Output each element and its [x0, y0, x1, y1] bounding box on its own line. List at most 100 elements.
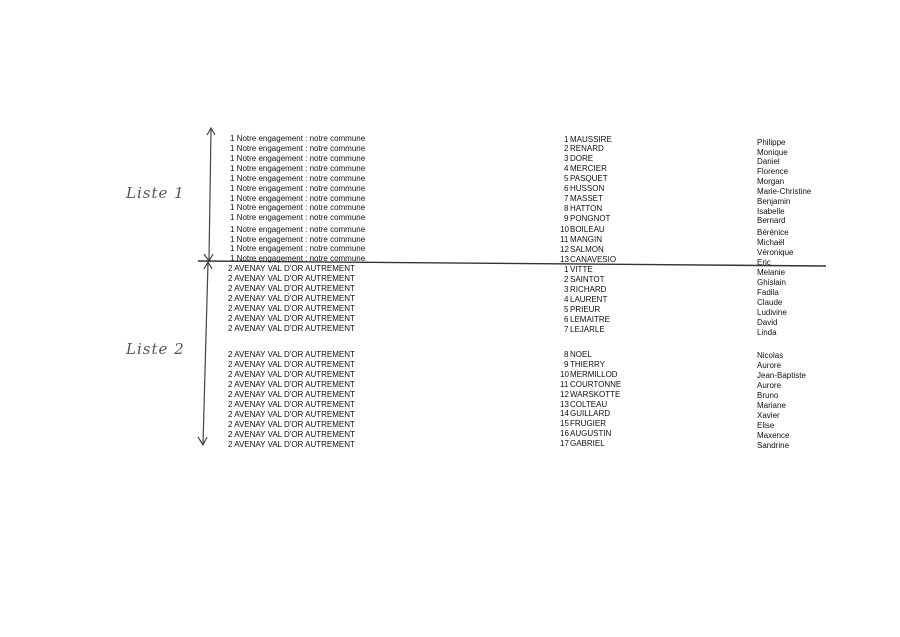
candidate-first-name: Sandrine [757, 441, 790, 450]
candidate-rank: 15 [560, 419, 569, 428]
party-name: 2 AVENAY VAL D'OR AUTREMENT [228, 304, 355, 313]
candidate-rank: 2 [564, 275, 569, 284]
party-name: 1 Notre engagement : notre commune [230, 203, 366, 212]
candidate-surname: BOILEAU [570, 225, 605, 234]
candidate-surname: HUSSON [570, 184, 605, 193]
candidate-surname: GUILLARD [570, 409, 611, 418]
candidate-surname: WARSKOTTE [570, 390, 621, 399]
candidate-rank: 6 [564, 184, 569, 193]
party-name: 2 AVENAY VAL D'OR AUTREMENT [228, 380, 355, 389]
list1-bracket-arrow [208, 128, 212, 261]
party-name: 2 AVENAY VAL D'OR AUTREMENT [228, 440, 355, 449]
party-name: 1 Notre engagement : notre commune [230, 225, 366, 234]
party-name: 1 Notre engagement : notre commune [230, 184, 366, 193]
candidate-surname: CANAVESIO [570, 255, 617, 264]
party-name: 1 Notre engagement : notre commune [230, 244, 366, 253]
party-name: 2 AVENAY VAL D'OR AUTREMENT [228, 390, 355, 399]
candidate-rank: 8 [564, 204, 569, 213]
candidate-rank: 1 [564, 135, 569, 144]
candidate-first-name: Isabelle [757, 207, 785, 216]
list-separator-line [197, 260, 827, 267]
candidate-first-name: Morgan [757, 177, 785, 186]
candidate-rank: 5 [564, 305, 569, 314]
arrow-head-down-icon [197, 436, 208, 447]
candidate-rank: 10 [560, 370, 569, 379]
candidate-surname: RICHARD [570, 285, 607, 294]
candidate-first-name: Bruno [757, 391, 779, 400]
party-name: 2 AVENAY VAL D'OR AUTREMENT [228, 284, 355, 293]
candidate-rank: 6 [564, 315, 569, 324]
candidate-rank: 2 [564, 144, 569, 153]
candidate-surname: AUGUSTIN [570, 429, 612, 438]
candidate-first-name: Melanie [757, 268, 786, 277]
candidate-surname: FRUGIER [570, 419, 606, 428]
list1-handwritten-label: Liste 1 [126, 184, 185, 202]
party-name: 2 AVENAY VAL D'OR AUTREMENT [228, 274, 355, 283]
party-name: 1 Notre engagement : notre commune [230, 254, 366, 263]
candidate-surname: SAINTOT [570, 275, 605, 284]
candidate-surname: NOEL [570, 350, 592, 359]
candidate-surname: PASQUET [570, 174, 608, 183]
party-name: 2 AVENAY VAL D'OR AUTREMENT [228, 410, 355, 419]
candidate-surname: MANGIN [570, 235, 602, 244]
arrow-head-up-icon [206, 126, 216, 136]
candidate-surname: LEMAITRE [570, 315, 611, 324]
party-name: 1 Notre engagement : notre commune [230, 213, 366, 222]
candidate-rank: 13 [560, 400, 569, 409]
candidate-rank: 17 [560, 439, 569, 448]
candidate-first-name: Ghislain [757, 278, 786, 287]
candidate-rank: 11 [560, 235, 569, 244]
candidate-surname: COURTONNE [570, 380, 622, 389]
candidate-first-name: Linda [757, 328, 777, 337]
candidate-first-name: Véronique [757, 248, 794, 257]
candidate-first-name: Michaël [757, 238, 785, 247]
list2-handwritten-label: Liste 2 [126, 340, 185, 358]
party-name: 2 AVENAY VAL D'OR AUTREMENT [228, 430, 355, 439]
party-name: 2 AVENAY VAL D'OR AUTREMENT [228, 370, 355, 379]
candidate-surname: MASSET [570, 194, 603, 203]
candidate-surname: LAURENT [570, 295, 608, 304]
candidate-rank: 7 [564, 194, 569, 203]
candidate-first-name: Florence [757, 167, 789, 176]
candidate-first-name: Jean-Baptiste [757, 371, 806, 380]
candidate-rank: 11 [560, 380, 569, 389]
candidate-rank: 7 [564, 325, 569, 334]
candidate-first-name: Monique [757, 148, 788, 157]
candidate-surname: MERMILLOD [570, 370, 618, 379]
party-name: 2 AVENAY VAL D'OR AUTREMENT [228, 324, 355, 333]
candidate-first-name: Elise [757, 421, 775, 430]
candidate-rank: 10 [560, 225, 569, 234]
candidate-surname: THIERRY [570, 360, 605, 369]
candidate-surname: HATTON [570, 204, 603, 213]
party-name: 1 Notre engagement : notre commune [230, 164, 366, 173]
party-name: 2 AVENAY VAL D'OR AUTREMENT [228, 264, 355, 273]
candidate-surname: PONGNOT [570, 214, 611, 223]
party-name: 1 Notre engagement : notre commune [230, 144, 366, 153]
candidate-first-name: Bérénice [757, 228, 789, 237]
candidate-rank: 9 [564, 360, 569, 369]
party-name: 2 AVENAY VAL D'OR AUTREMENT [228, 294, 355, 303]
candidate-rank: 12 [560, 390, 569, 399]
candidate-rank: 1 [564, 265, 569, 274]
candidate-first-name: Daniel [757, 157, 780, 166]
party-name: 2 AVENAY VAL D'OR AUTREMENT [228, 314, 355, 323]
candidate-surname: MERCIER [570, 164, 607, 173]
party-name: 1 Notre engagement : notre commune [230, 154, 366, 163]
candidate-first-name: Nicolas [757, 351, 784, 360]
candidate-surname: VITTE [570, 265, 593, 274]
candidate-rank: 5 [564, 174, 569, 183]
party-name: 2 AVENAY VAL D'OR AUTREMENT [228, 360, 355, 369]
candidate-rank: 16 [560, 429, 569, 438]
candidate-surname: LEJARLE [570, 325, 605, 334]
party-name: 1 Notre engagement : notre commune [230, 174, 366, 183]
candidate-rank: 13 [560, 255, 569, 264]
candidate-surname: DORE [570, 154, 594, 163]
arrow-head-up-icon [203, 260, 213, 270]
candidate-first-name: Bernard [757, 216, 786, 225]
candidate-rank: 9 [564, 214, 569, 223]
party-name: 2 AVENAY VAL D'OR AUTREMENT [228, 350, 355, 359]
party-name: 1 Notre engagement : notre commune [230, 235, 366, 244]
candidate-first-name: Maxence [757, 431, 790, 440]
